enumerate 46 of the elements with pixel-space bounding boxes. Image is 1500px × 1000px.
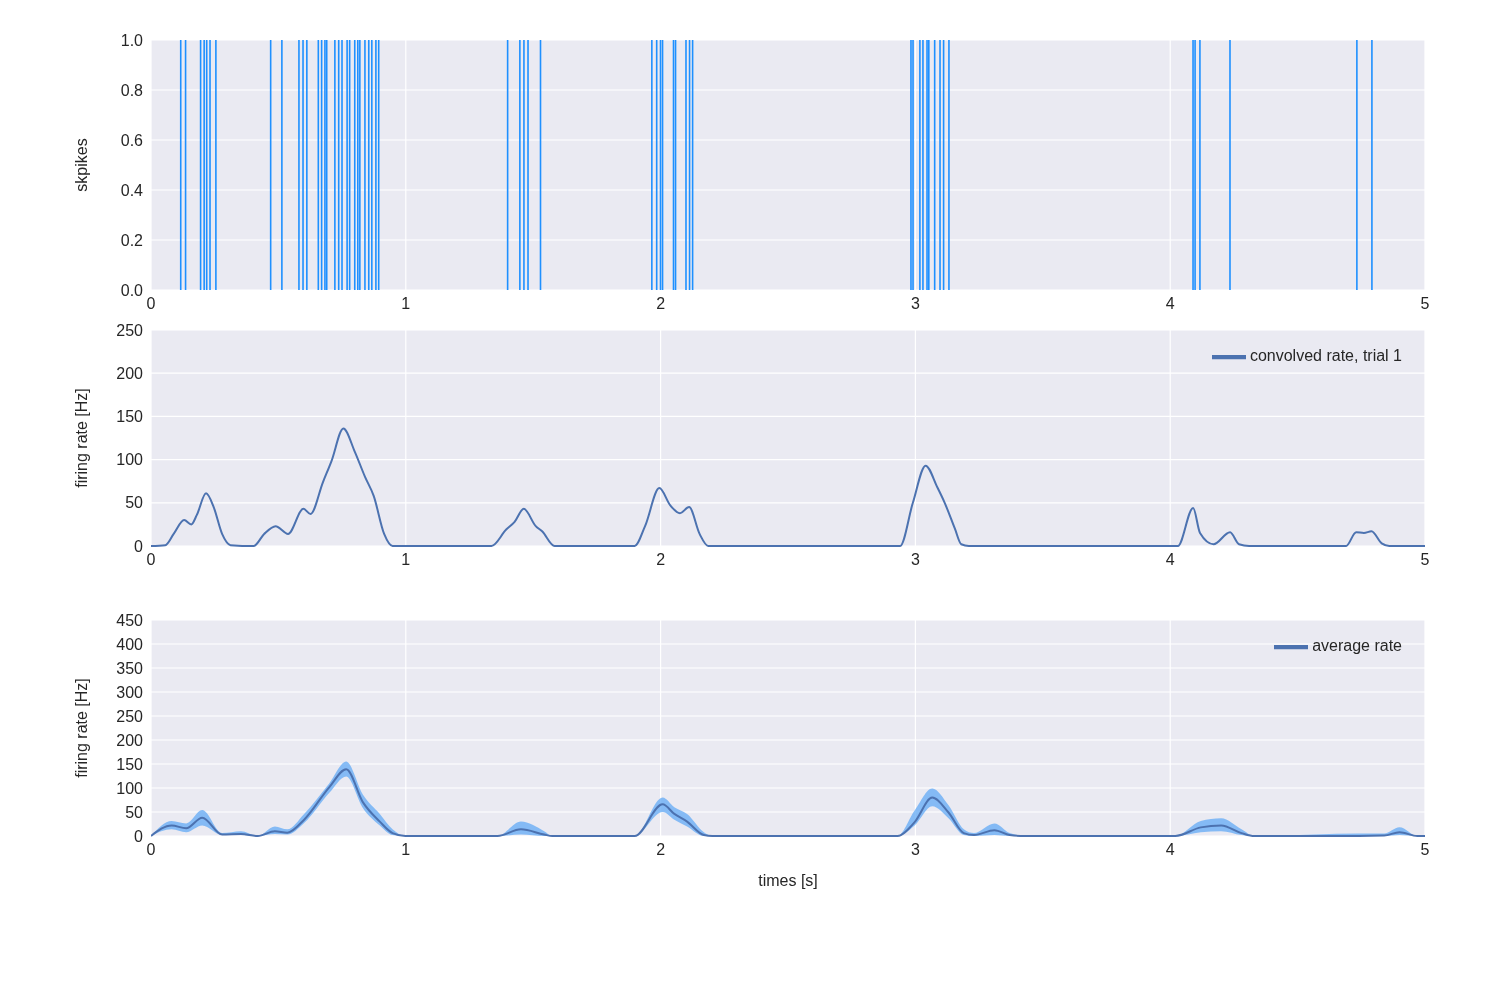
x-tick-label: 0	[146, 551, 156, 569]
x-tick-label: 4	[1165, 295, 1175, 313]
legend-label: convolved rate, trial 1	[1249, 347, 1402, 365]
y-tick-label: 250	[116, 321, 144, 339]
y-tick-label: 350	[116, 659, 144, 677]
y-tick-label: 200	[116, 364, 144, 382]
x-tick-label: 5	[1420, 295, 1430, 313]
y-axis-title: firing rate [Hz]	[72, 678, 90, 778]
y-tick-label: 400	[116, 635, 144, 653]
x-tick-label: 3	[910, 295, 920, 313]
y-tick-label: 50	[125, 803, 144, 821]
y-tick-label: 250	[116, 707, 144, 725]
y-axis-title: skpikes	[72, 138, 90, 192]
y-tick-label: 100	[116, 451, 144, 469]
y-tick-label: 0	[134, 827, 144, 845]
x-tick-label: 5	[1420, 551, 1430, 569]
y-tick-label: 0.2	[120, 231, 144, 249]
x-tick-label: 2	[656, 295, 666, 313]
x-tick-label: 4	[1165, 551, 1175, 569]
y-axis-title: firing rate [Hz]	[72, 388, 90, 488]
y-tick-label: 150	[116, 755, 144, 773]
y-tick-label: 0	[134, 537, 144, 555]
x-tick-label: 5	[1420, 841, 1430, 859]
y-tick-label: 200	[116, 731, 144, 749]
y-tick-label: 0.4	[120, 181, 144, 199]
y-tick-label: 0.6	[120, 131, 144, 149]
x-tick-label: 1	[401, 551, 411, 569]
x-tick-label: 1	[401, 295, 411, 313]
legend-label: average rate	[1312, 637, 1402, 655]
x-tick-label: 0	[146, 295, 156, 313]
x-tick-label: 3	[910, 551, 920, 569]
x-tick-label: 0	[146, 841, 156, 859]
y-tick-label: 1.0	[120, 31, 144, 49]
y-tick-label: 450	[116, 611, 144, 629]
y-tick-label: 100	[116, 779, 144, 797]
x-tick-label: 4	[1165, 841, 1175, 859]
y-tick-label: 0.8	[120, 81, 144, 99]
x-tick-label: 2	[656, 841, 666, 859]
y-tick-label: 0.0	[120, 281, 144, 299]
x-tick-label: 3	[910, 841, 920, 859]
y-tick-label: 300	[116, 683, 144, 701]
x-axis-title: times [s]	[758, 872, 818, 889]
y-tick-label: 150	[116, 408, 144, 426]
y-tick-label: 50	[125, 494, 144, 512]
x-tick-label: 2	[656, 551, 666, 569]
x-tick-label: 1	[401, 841, 411, 859]
